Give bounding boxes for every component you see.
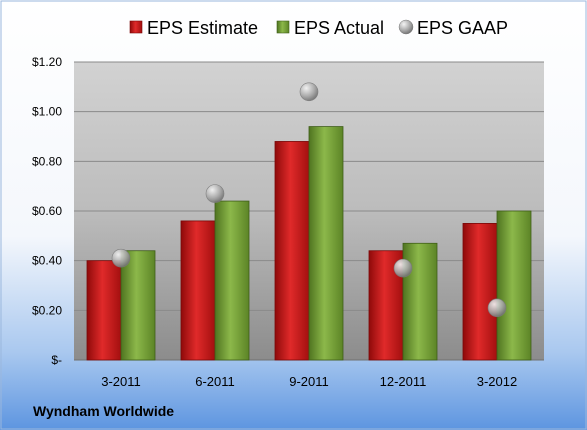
company-name: Wyndham Worldwide — [33, 403, 174, 419]
gaap-marker — [299, 82, 319, 102]
bar-eps-actual — [496, 210, 532, 361]
gaap-marker — [205, 184, 225, 203]
y-tick-label: $- — [51, 353, 62, 367]
x-tick-label: 3-2011 — [101, 374, 141, 389]
x-axis-ticks: 3-2011 6-2011 9-2011 12-2011 3-2012 — [101, 374, 517, 389]
bar-eps-estimate — [86, 260, 122, 361]
bar-eps-estimate — [462, 223, 498, 361]
y-tick-label: $0.40 — [32, 254, 62, 268]
gaap-marker — [111, 248, 131, 268]
x-tick-label: 12-2011 — [380, 374, 427, 389]
legend-swatch — [398, 19, 414, 35]
x-tick-label: 3-2012 — [477, 374, 517, 389]
y-tick-label: $0.20 — [32, 303, 62, 317]
bar-eps-estimate — [180, 220, 216, 361]
y-tick-label: $1.20 — [32, 55, 62, 69]
bar-eps-actual — [120, 250, 156, 361]
legend: EPS Estimate EPS Actual EPS GAAP — [129, 18, 508, 38]
x-tick-label: 9-2011 — [289, 374, 329, 389]
legend-label: EPS Estimate — [147, 18, 258, 38]
y-axis-ticks: $- $0.20 $0.40 $0.60 $0.80 $1.00 $1.20 — [32, 55, 62, 367]
gaap-marker — [393, 258, 413, 278]
legend-label: EPS Actual — [294, 18, 384, 38]
y-tick-label: $0.60 — [32, 204, 62, 218]
gaap-marker — [487, 298, 507, 318]
bar-eps-actual — [214, 200, 250, 361]
bar-eps-estimate — [274, 141, 310, 361]
bar-eps-actual — [308, 126, 344, 361]
gaap-markers — [111, 82, 507, 318]
x-tick-label: 6-2011 — [195, 374, 235, 389]
y-tick-label: $0.80 — [32, 154, 62, 168]
legend-label: EPS GAAP — [417, 18, 508, 38]
y-tick-label: $1.00 — [32, 105, 62, 119]
legend-swatch — [129, 20, 143, 34]
legend-swatch — [276, 20, 290, 34]
